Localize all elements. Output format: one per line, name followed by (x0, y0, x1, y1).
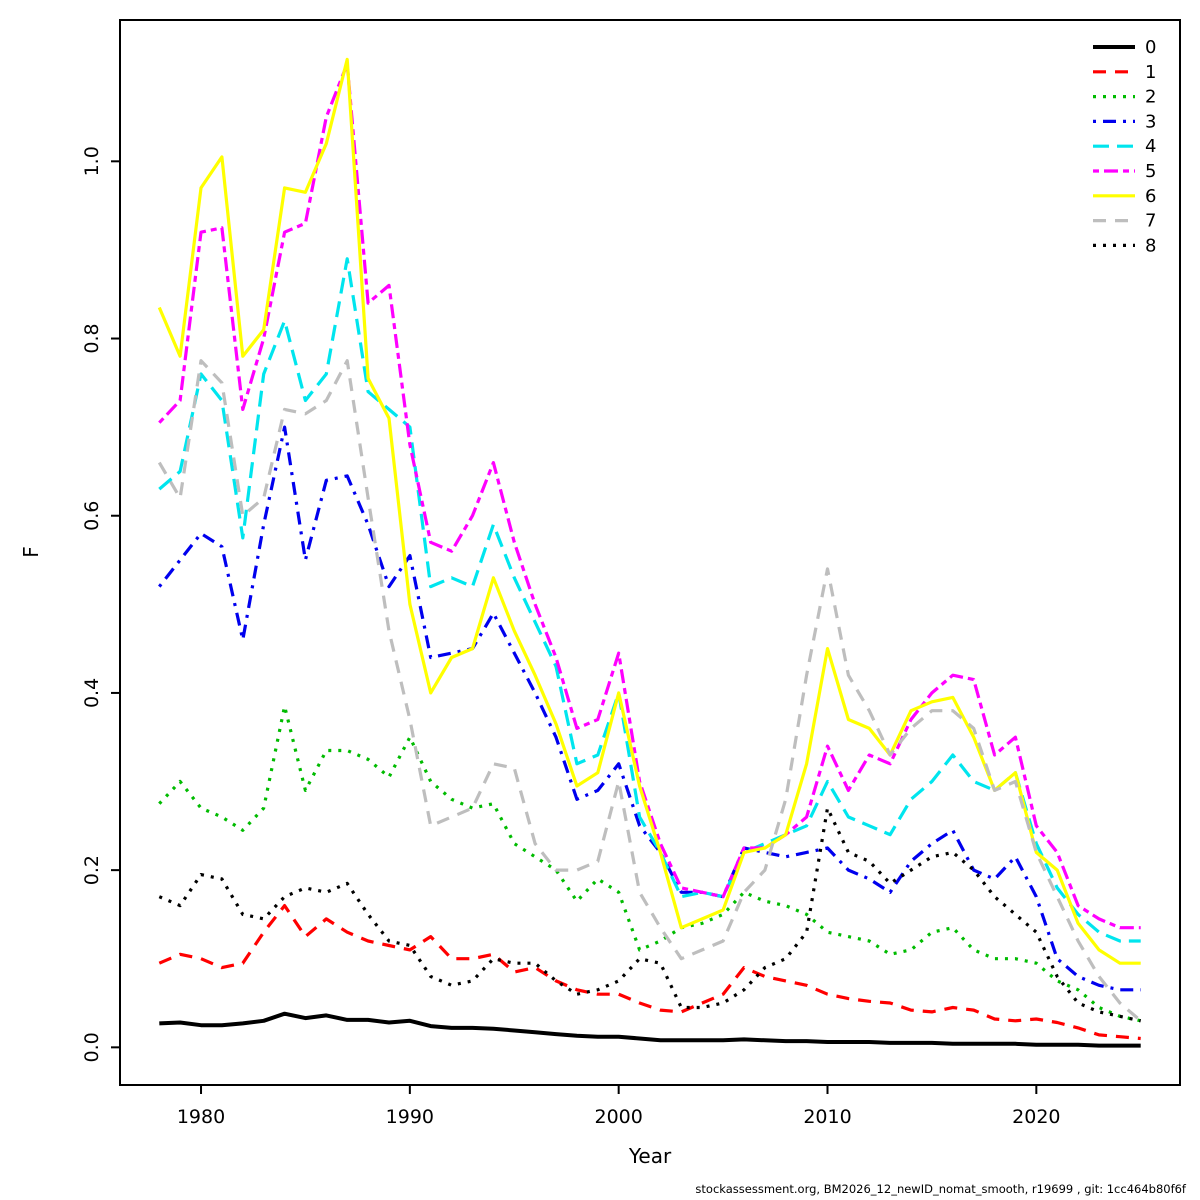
series-line-age-1 (158, 903, 1141, 1041)
series-line-age-7 (157, 359, 1142, 1023)
legend-label-age-3: 3 (1145, 111, 1156, 132)
y-tick-label: 0.2 (81, 855, 103, 885)
legend-label-age-2: 2 (1145, 87, 1156, 108)
x-tick-label: 1980 (177, 1106, 225, 1128)
legend-label-age-1: 1 (1145, 62, 1156, 83)
series-line-age-4 (158, 257, 1141, 943)
series-line-age-6 (157, 57, 1141, 965)
legend: 0 1 2 3 4 5 6 7 8 (1093, 37, 1156, 256)
series-line-age-5 (158, 62, 1141, 930)
legend-label-age-4: 4 (1145, 136, 1156, 157)
legend-label-age-0: 0 (1145, 37, 1156, 58)
y-tick-label: 1.0 (81, 146, 103, 176)
x-tick-label: 2010 (803, 1106, 851, 1128)
footer-text: stockassessment.org, BM2026_12_newID_nom… (695, 1182, 1187, 1196)
y-axis: 0.0 0.2 0.4 0.6 0.8 1.0 (81, 146, 120, 1062)
series-line-age-8 (158, 806, 1142, 1023)
plot-frame (119, 19, 1181, 1086)
legend-label-age-6: 6 (1145, 186, 1156, 207)
x-tick-label: 2020 (1012, 1106, 1060, 1128)
y-tick-label: 0.6 (81, 501, 103, 531)
y-tick-label: 0.8 (81, 323, 103, 353)
x-tick-label: 2000 (594, 1106, 642, 1128)
y-axis-title: F (19, 546, 43, 558)
series-lines (157, 57, 1142, 1048)
series-line-age-2 (158, 704, 1142, 1023)
y-tick-label: 0.0 (81, 1032, 103, 1062)
legend-label-age-8: 8 (1145, 235, 1156, 256)
series-line-age-3 (158, 425, 1141, 992)
x-axis: 1980 1990 2000 2010 2020 (177, 1085, 1061, 1128)
legend-label-age-7: 7 (1145, 211, 1156, 232)
x-axis-title: Year (628, 1144, 672, 1168)
series-line-age-0 (159, 1011, 1141, 1048)
legend-label-age-5: 5 (1145, 161, 1156, 182)
y-tick-label: 0.4 (81, 678, 103, 708)
x-tick-label: 1990 (386, 1106, 434, 1128)
